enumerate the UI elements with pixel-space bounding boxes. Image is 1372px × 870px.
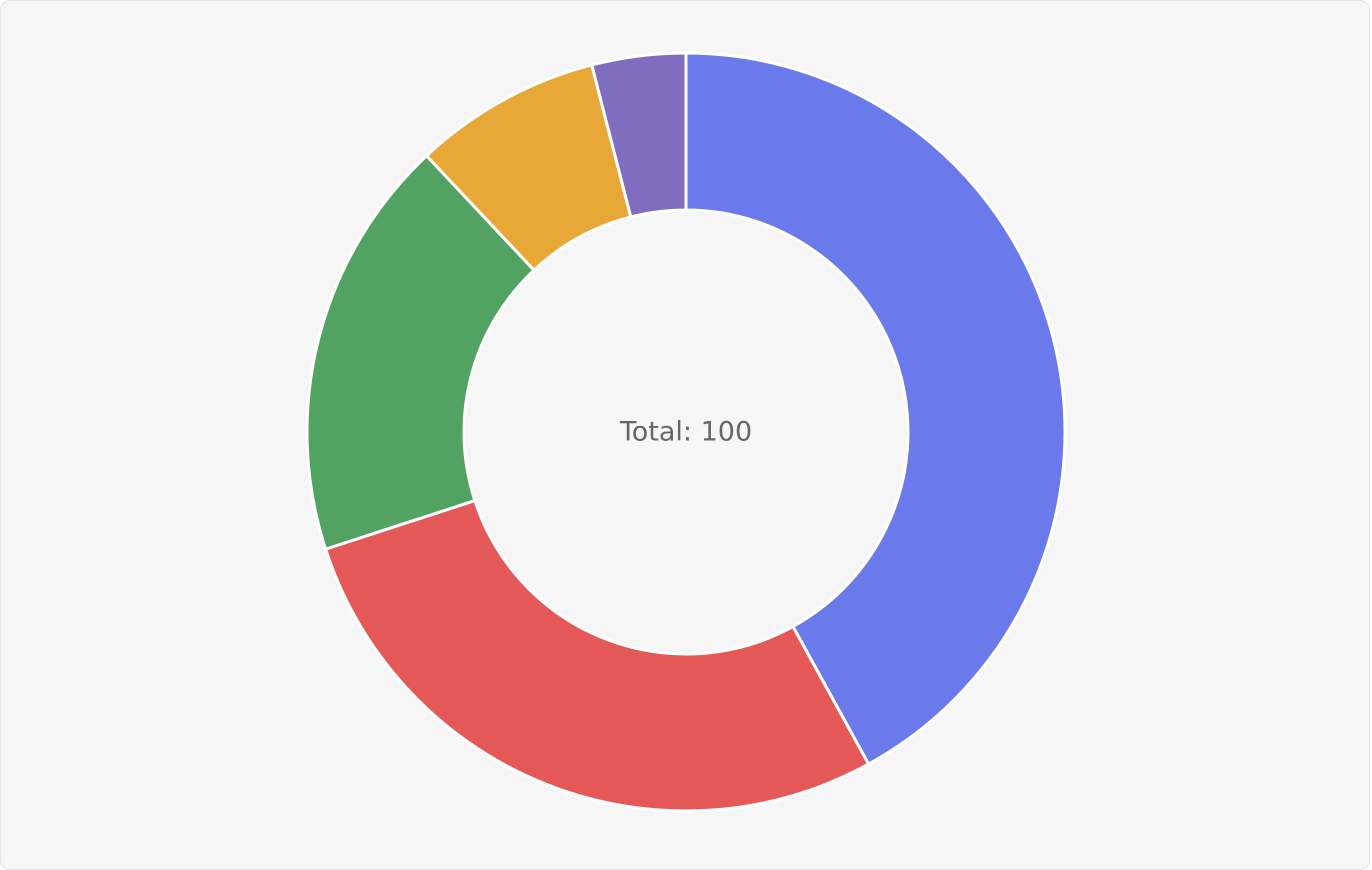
center-label: Total: 100 bbox=[619, 417, 752, 448]
donut-slice bbox=[305, 154, 536, 551]
slices bbox=[305, 51, 1067, 813]
donut-slice bbox=[324, 499, 871, 813]
donut-slice bbox=[684, 51, 1067, 766]
donut-slice bbox=[590, 51, 688, 219]
